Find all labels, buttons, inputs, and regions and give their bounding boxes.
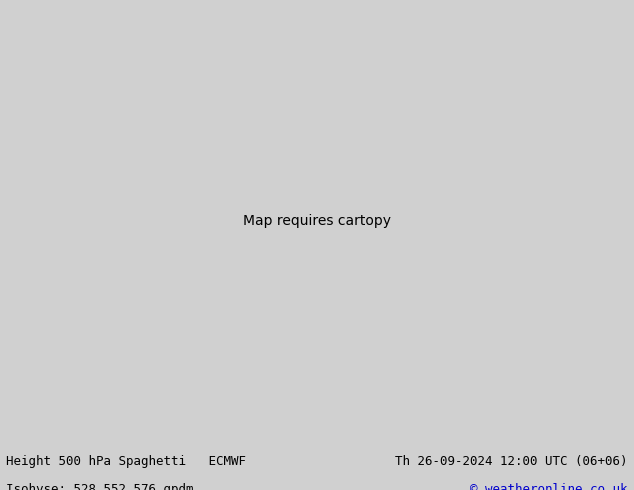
Text: Height 500 hPa Spaghetti   ECMWF: Height 500 hPa Spaghetti ECMWF [6, 455, 247, 468]
Text: © weatheronline.co.uk: © weatheronline.co.uk [470, 483, 628, 490]
Text: Map requires cartopy: Map requires cartopy [243, 214, 391, 227]
Text: Th 26-09-2024 12:00 UTC (06+06): Th 26-09-2024 12:00 UTC (06+06) [395, 455, 628, 468]
Text: Isohyse: 528 552 576 gpdm: Isohyse: 528 552 576 gpdm [6, 483, 194, 490]
